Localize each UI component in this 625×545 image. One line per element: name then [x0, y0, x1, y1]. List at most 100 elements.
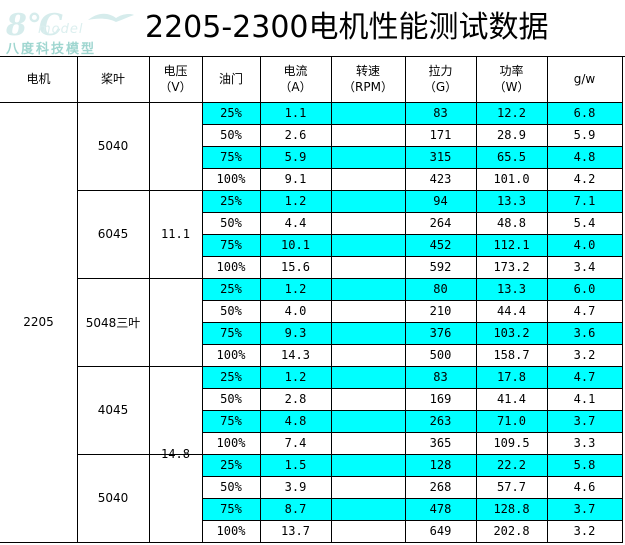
thrust-cell: 80	[433, 282, 448, 296]
grid-line	[202, 234, 623, 235]
thrust-cell: 268	[429, 480, 452, 494]
rpm-cell	[331, 278, 405, 300]
logo-mark: 8℃	[6, 8, 63, 43]
current-cell: 9.1	[284, 172, 307, 186]
grid-line	[202, 432, 623, 433]
current-cell: 15.6	[281, 260, 310, 274]
header-voltage-label: 电压	[163, 64, 188, 78]
throttle-cell: 25%	[220, 370, 242, 384]
grid-line	[149, 366, 203, 367]
thrust-cell: 315	[429, 150, 452, 164]
grid-line	[202, 322, 623, 323]
throttle-cell: 100%	[216, 348, 246, 362]
thrust-cell: 83	[433, 106, 448, 120]
power-cell: 158.7	[493, 348, 530, 362]
current-cell: 5.9	[284, 150, 307, 164]
thrust-cell: 210	[429, 304, 452, 318]
header-motor: 电机	[0, 56, 77, 102]
power-cell: 57.7	[497, 480, 526, 494]
gw-cell: 3.4	[573, 260, 596, 274]
grid-line	[0, 542, 623, 543]
current-cell: 7.4	[284, 436, 307, 450]
header-current-label: 电流	[283, 64, 308, 78]
logo-subtitle: 八度科技模型	[6, 42, 97, 57]
power-cell: 28.9	[497, 128, 526, 142]
row-highlight	[202, 190, 622, 212]
header-rpm-label: 转速	[355, 64, 380, 78]
rpm-cell	[331, 432, 405, 454]
gw-cell: 3.6	[573, 326, 596, 340]
current-cell: 14.3	[281, 348, 310, 362]
rpm-cell	[331, 212, 405, 234]
rpm-cell	[331, 234, 405, 256]
gw-cell: 5.9	[573, 128, 596, 142]
throttle-cell: 100%	[216, 172, 246, 186]
power-cell: 109.5	[493, 436, 530, 450]
header-throttle: 油门	[202, 56, 260, 102]
gw-cell: 4.6	[573, 480, 596, 494]
throttle-cell: 75%	[220, 238, 242, 252]
header-motor-label: 电机	[26, 72, 51, 86]
header-voltage: 电压 （V）	[149, 56, 202, 102]
header-power-unit: （W）	[493, 80, 530, 94]
grid-line	[202, 124, 623, 125]
rpm-cell	[331, 498, 405, 520]
header-voltage-unit: （V）	[159, 80, 192, 94]
watermark-logo: 8℃ model 八度科技模型	[2, 2, 142, 57]
rpm-cell	[331, 146, 405, 168]
grid-line	[202, 388, 623, 389]
page-title: 2205-2300电机性能测试数据	[145, 10, 549, 45]
row-highlight	[202, 454, 622, 476]
gw-cell: 4.1	[573, 392, 596, 406]
current-cell: 1.2	[284, 370, 307, 384]
thrust-cell: 263	[429, 414, 452, 428]
current-cell: 10.1	[281, 238, 310, 252]
motor-cell: 2205	[23, 315, 54, 329]
thrust-cell: 376	[429, 326, 452, 340]
rpm-cell	[331, 190, 405, 212]
grid-line	[202, 146, 623, 147]
current-cell: 9.3	[284, 326, 307, 340]
grid-line	[476, 56, 477, 543]
rpm-cell	[331, 520, 405, 542]
grid-line	[0, 102, 623, 103]
power-cell: 103.2	[493, 326, 530, 340]
thrust-cell: 169	[429, 392, 452, 406]
throttle-cell: 25%	[220, 194, 242, 208]
header-power: 功率 （W）	[476, 56, 547, 102]
current-cell: 4.8	[284, 414, 307, 428]
row-highlight	[202, 102, 622, 124]
power-cell: 71.0	[497, 414, 526, 428]
throttle-cell: 75%	[220, 414, 242, 428]
power-cell: 112.1	[493, 238, 530, 252]
gw-cell: 4.7	[573, 370, 596, 384]
gw-cell: 4.7	[573, 304, 596, 318]
thrust-cell: 94	[433, 194, 448, 208]
grid-line	[405, 56, 406, 543]
header-current: 电流 （A）	[260, 56, 331, 102]
thrust-cell: 264	[429, 216, 452, 230]
thrust-cell: 452	[429, 238, 452, 252]
current-cell: 13.7	[281, 524, 310, 538]
power-cell: 13.3	[497, 194, 526, 208]
power-cell: 41.4	[497, 392, 526, 406]
current-cell: 2.6	[284, 128, 307, 142]
current-cell: 3.9	[284, 480, 307, 494]
rpm-cell	[331, 124, 405, 146]
gw-cell: 3.2	[573, 348, 596, 362]
header-thrust-unit: （G）	[423, 80, 458, 94]
power-cell: 12.2	[497, 106, 526, 120]
throttle-cell: 50%	[220, 128, 242, 142]
throttle-cell: 50%	[220, 392, 242, 406]
header-rpm: 转速 （RPM）	[331, 56, 405, 102]
grid-line	[77, 366, 623, 367]
gw-cell: 6.8	[573, 106, 596, 120]
power-cell: 202.8	[493, 524, 530, 538]
throttle-cell: 100%	[216, 524, 246, 538]
power-cell: 65.5	[497, 150, 526, 164]
throttle-cell: 25%	[220, 106, 242, 120]
rpm-cell	[331, 410, 405, 432]
row-highlight	[202, 410, 622, 432]
gw-cell: 5.4	[573, 216, 596, 230]
current-cell: 4.0	[284, 304, 307, 318]
